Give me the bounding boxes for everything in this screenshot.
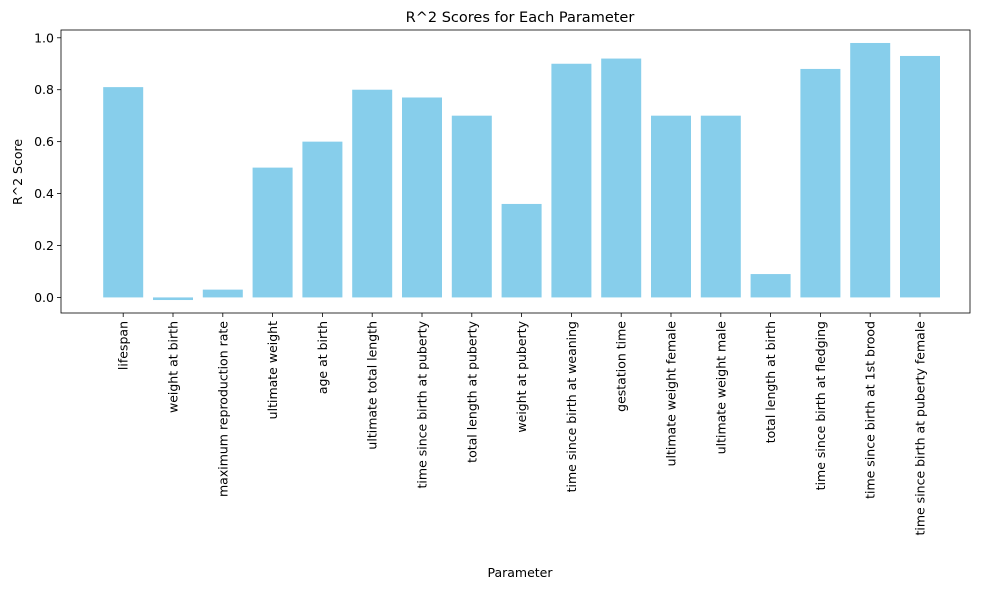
x-tick-label: ultimate weight [265, 321, 280, 419]
y-tick-label: 0.6 [34, 134, 54, 149]
bar [302, 141, 343, 298]
bar [750, 274, 791, 298]
x-tick-label: ultimate total length [365, 321, 380, 450]
x-tick-label: weight at birth [166, 321, 181, 413]
x-axis-ticks: lifespan weight at birth maximum reproduct… [116, 313, 928, 536]
bar [601, 58, 642, 298]
x-tick-label: total length at puberty [464, 320, 479, 462]
x-tick-label: weight at puberty [514, 320, 529, 432]
x-tick-label: total length at birth [763, 321, 778, 443]
plot-frame [60, 29, 971, 314]
x-tick-label: time since birth at weaning [564, 321, 579, 492]
y-tick-label: 0.4 [34, 186, 54, 201]
x-tick-label: ultimate weight female [664, 321, 679, 467]
bar [402, 97, 442, 298]
x-tick-label: lifespan [116, 321, 131, 370]
x-tick-label: maximum reproduction rate [215, 321, 230, 497]
bar [850, 42, 891, 298]
bar [103, 87, 144, 298]
bar [202, 289, 243, 298]
bar [153, 297, 193, 301]
bar [451, 115, 492, 298]
bar [551, 63, 592, 298]
bar [651, 115, 691, 298]
y-axis-label: R^2 Score [10, 139, 25, 205]
chart-title: R^2 Scores for Each Parameter [406, 10, 635, 26]
axes-frame [60, 29, 971, 314]
bar [501, 203, 542, 298]
x-axis-label: Parameter [487, 565, 553, 580]
y-axis-ticks: 0.0 0.2 0.4 0.6 0.8 1.0 [34, 30, 61, 305]
x-tick-label: time since birth at fledging [813, 321, 828, 490]
bar [700, 115, 741, 298]
bars-layer [103, 42, 940, 301]
y-tick-label: 1.0 [34, 30, 54, 45]
y-tick-label: 0.2 [34, 238, 54, 253]
y-tick-label: 0.8 [34, 82, 54, 97]
bar [900, 55, 940, 298]
bar [252, 167, 293, 298]
bar [352, 89, 393, 298]
x-tick-label: ultimate weight male [713, 321, 728, 455]
x-tick-label: age at birth [315, 321, 330, 394]
bar [800, 68, 841, 298]
x-tick-label: gestation time [614, 321, 629, 412]
x-tick-label: time since birth at puberty [415, 320, 430, 488]
x-tick-label: time since birth at 1st brood [863, 321, 878, 499]
x-tick-label: time since birth at puberty female [913, 321, 928, 536]
y-tick-label: 0.0 [34, 290, 54, 305]
